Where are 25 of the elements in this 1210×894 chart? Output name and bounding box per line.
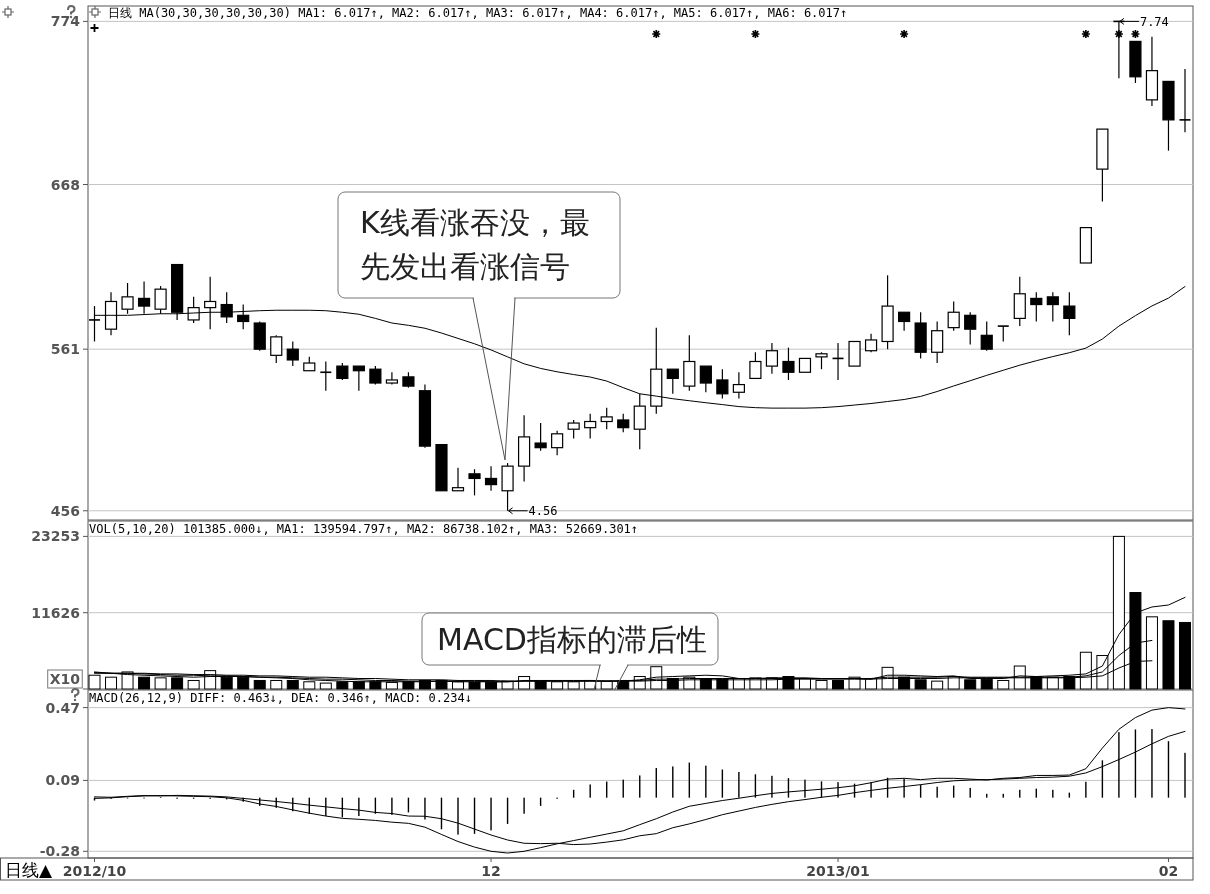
y-tick-label: 0.47 [45,699,80,716]
annotation: K线看涨吞没，最先发出看涨信号 [360,205,590,284]
annotation: 7.74 [1139,14,1169,29]
y-tick-label: 11626 [31,604,80,621]
chart-title: 日线 MA(30,30,30,30,30,30) MA1: 6.017↑, MA2: 6.017↑, MA3: 6.017↑, MA4: 6.017↑, MA5: 6.017↑, MA6: 6.017↑ [108,6,848,20]
value-note: 7.74 [1119,14,1169,29]
x-tick-label: 12 [481,863,501,879]
y-tick-label: 774 [50,13,81,30]
text: 日线▲ [5,860,53,880]
annotation: 4.56 [528,504,558,519]
x-tick-label: 2012/10 [62,863,127,879]
y-tick-label: 23253 [31,528,80,545]
chart-title: MACD(26,12,9) DIFF: 0.463↓, DEA: 0.346↑, MACD: 0.234↓ [89,691,472,705]
y-tick-label: 561 [50,341,80,358]
y-tick-label: 668 [50,176,80,193]
y-tick-label: 0.09 [45,772,80,789]
callout: K线看涨吞没，最先发出看涨信号 [337,191,621,461]
y-tick-label: X10 [49,671,81,687]
x-tick-label: 02 [1158,863,1179,879]
y-tick-label: 456 [50,502,80,519]
y-tick-label: -0.28 [39,843,80,860]
value-note: 4.56 [508,504,558,519]
annotation: MACD指标的滞后性 [437,622,707,657]
x-tick-label: 2013/01 [806,863,870,879]
chart-title: VOL(5,10,20) 101385.000↓, MA1: 139594.797↑, MA2: 86738.102↑, MA3: 52669.301↑ [89,522,639,536]
